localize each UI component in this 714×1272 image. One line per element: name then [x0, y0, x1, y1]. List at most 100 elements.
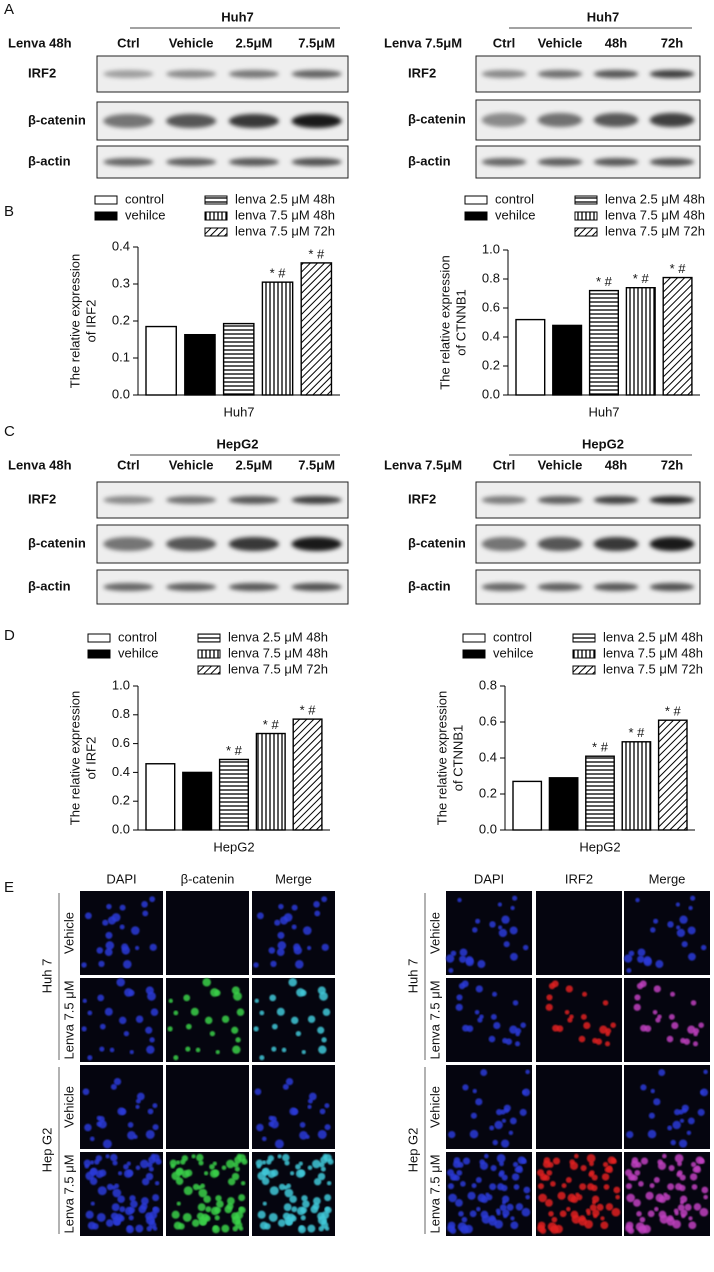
y-axis-label: of CTNNB1: [450, 725, 465, 791]
lane-label: 7.5μM: [298, 457, 335, 472]
cell: [595, 1038, 603, 1045]
cell: [475, 1098, 483, 1106]
cell: [489, 1183, 497, 1191]
cell: [138, 1205, 147, 1214]
cell: [288, 977, 297, 987]
cell: [235, 1037, 241, 1043]
cell: [276, 1007, 285, 1016]
cell: [126, 1225, 134, 1234]
cell: [455, 1198, 463, 1207]
cell: [523, 1186, 531, 1194]
x-axis-label: HepG2: [213, 839, 254, 854]
cell: [99, 1046, 105, 1052]
cell: [626, 1193, 635, 1203]
cell: [269, 994, 277, 1002]
cell: [104, 948, 113, 957]
cell: [154, 1180, 160, 1186]
cell: [321, 896, 328, 903]
cell: [480, 1210, 489, 1219]
cell: [318, 1045, 327, 1054]
cell: [640, 1024, 648, 1032]
cell: [110, 1083, 117, 1090]
treatment-label: Lenva 48h: [8, 457, 72, 472]
cell: [325, 1226, 330, 1231]
micrograph: [446, 978, 532, 1062]
row-label: β-catenin: [28, 535, 86, 550]
cell: [317, 1026, 325, 1034]
significance: * #: [670, 261, 687, 276]
significance: * #: [308, 246, 325, 261]
cell: [552, 1024, 560, 1032]
cell: [97, 1186, 107, 1196]
cell: [615, 1194, 620, 1200]
y-tick-label: 0.6: [482, 299, 500, 314]
cell: [291, 904, 298, 911]
cell: [119, 1108, 127, 1115]
cell: [690, 1161, 697, 1168]
cell: [190, 1007, 199, 1016]
bar: [292, 718, 323, 831]
cell: [501, 1184, 508, 1192]
cell: [494, 1120, 503, 1130]
cell: [569, 1014, 574, 1020]
cell: [318, 1226, 324, 1232]
cell: [579, 1183, 587, 1191]
legend-swatch: [464, 195, 488, 205]
cell: [310, 1205, 319, 1214]
cell: [324, 1194, 332, 1202]
column-header: DAPI: [106, 871, 136, 886]
cell: [522, 944, 529, 951]
cell: [690, 1000, 697, 1006]
cell: [198, 1188, 208, 1198]
row-label: Lenva 7.5 μM: [61, 1154, 76, 1233]
cell: [636, 1211, 642, 1217]
legend-swatch: [197, 665, 221, 675]
cell: [525, 1194, 530, 1200]
bar: [512, 780, 543, 831]
treatment-label: Lenva 7.5μM: [384, 457, 462, 472]
cell: [146, 1226, 152, 1232]
cell: [552, 1157, 561, 1165]
cell: [699, 1207, 709, 1217]
cell: [503, 1104, 511, 1112]
lane-label: 72h: [661, 35, 683, 50]
legend-label: lenva 7.5 μM 48h: [235, 207, 335, 222]
y-axis-label: The relative expression: [437, 255, 452, 389]
bar: [548, 777, 579, 831]
cell: [667, 921, 674, 928]
cell: [566, 1206, 571, 1212]
cell: [145, 1129, 155, 1139]
legend-label: lenva 2.5 μM 48h: [235, 191, 335, 206]
cell: [221, 1015, 230, 1023]
y-tick-label: 0.4: [112, 764, 130, 779]
cell: [492, 991, 498, 997]
cell: [135, 1224, 144, 1233]
cell: [307, 1015, 316, 1023]
cell: [591, 1184, 598, 1192]
band: [291, 158, 342, 166]
cell: [501, 915, 510, 924]
cell: [149, 1037, 155, 1043]
panel-label: C: [4, 423, 15, 440]
cell: [470, 1112, 477, 1119]
cell: [90, 1201, 95, 1206]
cell: [271, 1169, 279, 1177]
cell: [697, 1108, 705, 1116]
cell: [150, 1008, 159, 1016]
cell: [461, 1216, 468, 1223]
cell: [231, 1172, 240, 1181]
cell: [313, 1197, 321, 1205]
cell: [564, 1009, 570, 1015]
cell: [456, 994, 463, 1001]
cell: [606, 1166, 613, 1174]
band: [166, 114, 217, 128]
cell: [677, 1204, 685, 1212]
cell: [603, 1184, 610, 1190]
cell: [277, 941, 287, 950]
bar: [145, 763, 176, 831]
cell: [233, 991, 242, 1001]
cell: [114, 1183, 120, 1189]
cell: [129, 1050, 134, 1055]
cell: [85, 1210, 94, 1219]
cell: [479, 1014, 484, 1020]
